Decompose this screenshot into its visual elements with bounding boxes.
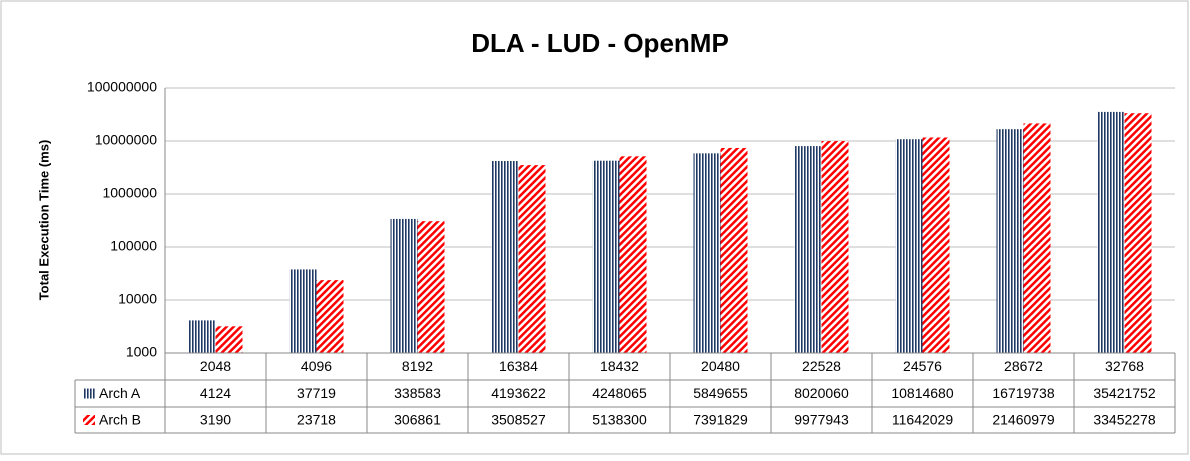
y-tick-label: 1000000 bbox=[102, 185, 157, 201]
table-value: 33452278 bbox=[1093, 412, 1156, 428]
bar bbox=[922, 137, 950, 353]
x-tick-label: 4096 bbox=[301, 358, 332, 374]
bar bbox=[188, 320, 216, 353]
table-value: 338583 bbox=[394, 385, 441, 401]
table-value: 21460979 bbox=[992, 412, 1055, 428]
table-value: 3190 bbox=[200, 412, 231, 428]
x-tick-label: 2048 bbox=[200, 358, 231, 374]
bar bbox=[1023, 123, 1051, 353]
table-value: 11642029 bbox=[892, 412, 953, 428]
table-value: 3508527 bbox=[491, 412, 546, 428]
bar bbox=[215, 326, 243, 353]
table-value: 16719738 bbox=[992, 385, 1055, 401]
y-tick-label: 1000 bbox=[126, 344, 157, 360]
legend-label: Arch A bbox=[99, 385, 141, 401]
table-value: 5849655 bbox=[693, 385, 748, 401]
bar bbox=[1124, 113, 1152, 353]
table-value: 23718 bbox=[297, 412, 336, 428]
bar bbox=[289, 269, 317, 353]
bar bbox=[821, 141, 849, 353]
y-tick-label: 100000 bbox=[110, 238, 157, 254]
bar bbox=[491, 161, 519, 353]
x-tick-label: 8192 bbox=[402, 358, 433, 374]
bar bbox=[518, 165, 546, 353]
chart-title: DLA - LUD - OpenMP bbox=[471, 28, 729, 58]
table-value: 4248065 bbox=[592, 385, 647, 401]
x-tick-label: 18432 bbox=[600, 358, 639, 374]
table-value: 37719 bbox=[297, 385, 336, 401]
table-value: 4124 bbox=[200, 385, 231, 401]
y-tick-label: 10000 bbox=[118, 291, 157, 307]
x-tick-label: 22528 bbox=[802, 358, 841, 374]
table-value: 306861 bbox=[394, 412, 441, 428]
legend-label: Arch B bbox=[99, 412, 141, 428]
bar bbox=[619, 156, 647, 353]
bar bbox=[996, 129, 1024, 353]
bar bbox=[592, 160, 620, 353]
table-value: 5138300 bbox=[592, 412, 647, 428]
y-axis-label: Total Execution Time (ms) bbox=[36, 140, 51, 301]
x-tick-label: 28672 bbox=[1004, 358, 1043, 374]
bar bbox=[316, 280, 344, 353]
table-value: 8020060 bbox=[794, 385, 849, 401]
bar bbox=[390, 218, 418, 353]
bar bbox=[693, 153, 721, 353]
y-tick-label: 10000000 bbox=[95, 132, 158, 148]
x-tick-label: 32768 bbox=[1105, 358, 1144, 374]
x-tick-label: 20480 bbox=[701, 358, 740, 374]
table-value: 7391829 bbox=[693, 412, 748, 428]
y-tick-label: 100000000 bbox=[87, 79, 157, 95]
x-tick-label: 24576 bbox=[903, 358, 942, 374]
bar bbox=[1097, 111, 1125, 353]
legend-key bbox=[83, 388, 95, 399]
bar bbox=[417, 221, 445, 353]
table-value: 10814680 bbox=[891, 385, 954, 401]
legend-key bbox=[83, 415, 95, 425]
bar bbox=[895, 139, 923, 353]
bar bbox=[794, 146, 822, 353]
x-tick-label: 16384 bbox=[499, 358, 538, 374]
table-value: 9977943 bbox=[794, 412, 849, 428]
table-value: 35421752 bbox=[1093, 385, 1156, 401]
bar bbox=[720, 147, 748, 353]
table-value: 4193622 bbox=[491, 385, 546, 401]
